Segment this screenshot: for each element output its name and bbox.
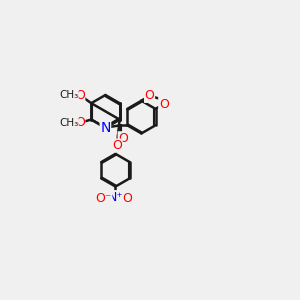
Text: CH₃: CH₃	[59, 90, 78, 100]
Text: O: O	[112, 139, 122, 152]
Text: N: N	[100, 121, 111, 135]
Text: O: O	[118, 132, 128, 145]
Text: O: O	[122, 192, 132, 205]
Text: CH₃: CH₃	[59, 118, 78, 128]
Text: O: O	[159, 98, 169, 110]
Text: N⁺: N⁺	[107, 191, 124, 204]
Text: O: O	[75, 116, 85, 129]
Text: O: O	[145, 89, 154, 102]
Text: O⁻: O⁻	[95, 192, 112, 205]
Text: O: O	[75, 88, 85, 101]
